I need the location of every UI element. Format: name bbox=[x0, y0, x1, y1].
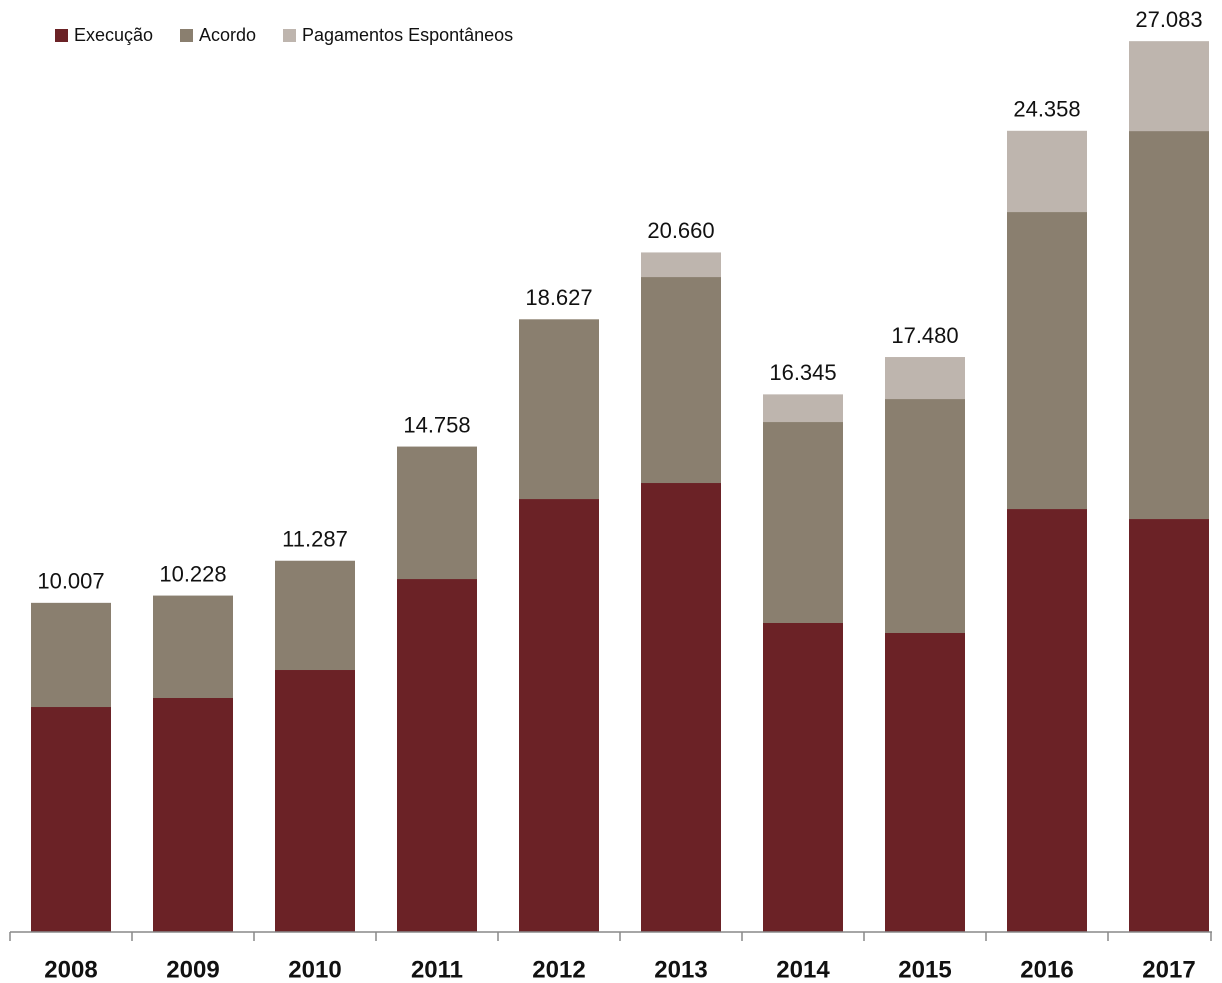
bar-segment bbox=[1129, 131, 1209, 520]
total-label: 17.480 bbox=[891, 323, 958, 348]
bar-segment bbox=[641, 277, 721, 484]
total-label: 20.660 bbox=[647, 218, 714, 243]
bar-segment bbox=[641, 252, 721, 278]
legend-label: Pagamentos Espontâneos bbox=[302, 25, 513, 45]
legend-swatch bbox=[283, 29, 296, 42]
bar-segment bbox=[885, 399, 965, 634]
x-tick-label: 2009 bbox=[166, 956, 219, 983]
total-label: 24.358 bbox=[1013, 97, 1080, 122]
bar-segment bbox=[1007, 130, 1087, 213]
legend-swatch bbox=[180, 29, 193, 42]
bar-segment bbox=[885, 633, 965, 932]
bar-segment bbox=[1007, 212, 1087, 510]
total-label: 14.758 bbox=[403, 412, 470, 437]
bar-segment bbox=[641, 483, 721, 932]
x-tick-label: 2017 bbox=[1142, 956, 1195, 983]
total-label: 10.007 bbox=[37, 569, 104, 594]
x-tick-label: 2008 bbox=[44, 956, 97, 983]
total-label: 18.627 bbox=[525, 285, 592, 310]
legend-label: Acordo bbox=[199, 25, 256, 45]
legend-swatch bbox=[55, 29, 68, 42]
bar-segment bbox=[397, 579, 477, 932]
bar-segment bbox=[275, 560, 355, 671]
bar-segment bbox=[1007, 509, 1087, 932]
x-tick-label: 2015 bbox=[898, 956, 951, 983]
bar-segment bbox=[1129, 41, 1209, 132]
bar-segment bbox=[1129, 519, 1209, 932]
bar-segment bbox=[763, 422, 843, 624]
legend-label: Execução bbox=[74, 25, 153, 45]
bar-segment bbox=[153, 698, 233, 932]
bar-segment bbox=[153, 595, 233, 699]
x-tick-label: 2011 bbox=[411, 956, 463, 983]
total-label: 16.345 bbox=[769, 360, 836, 385]
bar-segment bbox=[763, 623, 843, 932]
x-tick-label: 2012 bbox=[532, 956, 585, 983]
total-label: 10.228 bbox=[159, 561, 226, 586]
bar-segment bbox=[519, 319, 599, 500]
bar-segment bbox=[885, 357, 965, 400]
x-tick-label: 2013 bbox=[654, 956, 707, 983]
bar-segment bbox=[397, 446, 477, 580]
bar-segment bbox=[275, 670, 355, 932]
bar-segment bbox=[31, 707, 111, 932]
x-tick-label: 2016 bbox=[1020, 956, 1073, 983]
x-tick-label: 2014 bbox=[776, 956, 830, 983]
bar-segment bbox=[763, 394, 843, 423]
bar-segment bbox=[519, 499, 599, 932]
total-label: 27.083 bbox=[1135, 7, 1202, 32]
total-label: 11.287 bbox=[282, 527, 348, 552]
bar-segment bbox=[31, 602, 111, 708]
x-tick-label: 2010 bbox=[288, 956, 341, 983]
